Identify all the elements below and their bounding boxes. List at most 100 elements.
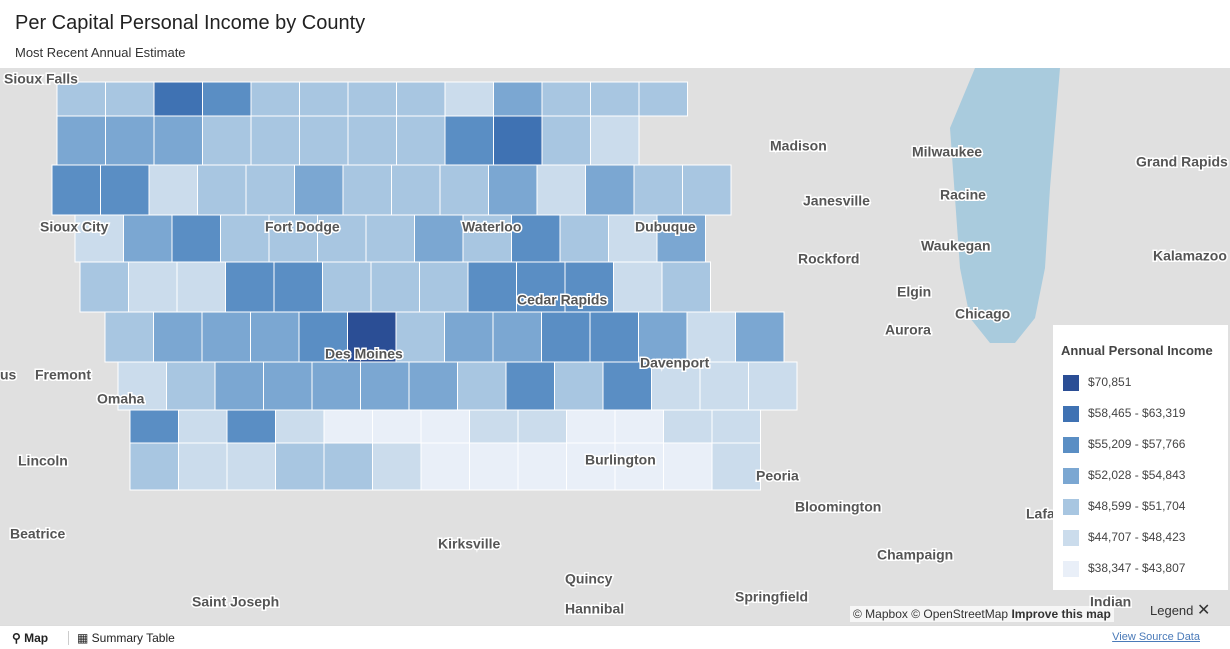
county [178, 409, 228, 444]
county [420, 442, 470, 491]
county [396, 115, 446, 166]
place-label: Fort Dodge [265, 219, 340, 235]
place-label: Waterloo [462, 219, 521, 235]
legend-item: $44,707 - $48,423 [1063, 530, 1185, 546]
county [638, 81, 688, 117]
improve-map[interactable]: Improve this map [1011, 607, 1111, 621]
county [56, 115, 106, 166]
place-label: Omaha [97, 391, 145, 407]
place-label: us [0, 367, 17, 383]
county [51, 164, 101, 216]
county [541, 81, 591, 117]
county [585, 164, 635, 216]
footer: ⚲ Map ▦ Summary Table View Source Data [0, 625, 1230, 649]
place-label: Bloomington [795, 499, 881, 515]
lake-michigan [950, 68, 1060, 343]
place-label: Sioux Falls [4, 71, 78, 87]
table-tab[interactable]: ▦ Summary Table [68, 631, 175, 645]
legend-item: $70,851 [1063, 375, 1131, 391]
county [201, 311, 251, 363]
county [395, 311, 445, 363]
county [661, 261, 711, 313]
county [444, 311, 494, 363]
osm[interactable]: © OpenStreetMap [911, 607, 1009, 621]
attribution: © Mapbox © OpenStreetMap Improve this ma… [850, 606, 1114, 622]
title: Per Capital Personal Income by County [15, 12, 366, 34]
county [148, 164, 198, 216]
county [488, 164, 538, 216]
county [493, 81, 543, 117]
legend-label: $48,599 - $51,704 [1088, 499, 1186, 514]
place-label: Lafa [1026, 506, 1055, 522]
county [129, 409, 179, 444]
county [419, 261, 469, 313]
map: Sioux Falls Sioux City Fort Dodge Waterloo D… [0, 68, 1230, 625]
county [365, 214, 415, 263]
county [214, 361, 264, 411]
header: Per Capital Personal Income by County Mo… [0, 0, 1230, 69]
mapbox[interactable]: © Mapbox [853, 607, 908, 621]
county [178, 442, 228, 491]
place-label: Janesville [803, 193, 870, 209]
legend-swatch [1063, 468, 1079, 484]
county [372, 442, 422, 491]
county [457, 361, 507, 411]
legend-swatch [1063, 437, 1079, 453]
county [444, 115, 494, 166]
map-tab-label: Map [24, 631, 49, 645]
county [171, 214, 221, 263]
map-tab[interactable]: ⚲ Map [12, 631, 49, 645]
county [202, 81, 252, 117]
place-label: Madison [770, 138, 827, 154]
place-label: Springfield [735, 589, 808, 605]
county [299, 115, 349, 166]
county [128, 261, 178, 313]
county [735, 311, 785, 363]
county [613, 261, 663, 313]
county [469, 409, 519, 444]
legend-toggle-label: Legend [1150, 603, 1194, 618]
place-label: Kirksville [438, 536, 500, 552]
county [299, 81, 349, 117]
source-link[interactable]: View Source Data [1112, 631, 1200, 643]
place-label: Chicago [955, 306, 1010, 322]
county [656, 214, 706, 263]
county [711, 409, 761, 444]
place-label: Aurora [885, 322, 931, 338]
county [536, 164, 586, 216]
county [298, 311, 348, 363]
county [505, 361, 555, 411]
county [100, 164, 150, 216]
place-label: Fremont [35, 367, 91, 383]
county [129, 442, 179, 491]
county [711, 442, 761, 491]
county [566, 442, 616, 491]
county [590, 115, 640, 166]
legend-label: $52,028 - $54,843 [1088, 468, 1186, 483]
county [370, 261, 420, 313]
county [699, 361, 749, 411]
legend-label: $38,347 - $43,807 [1088, 561, 1186, 576]
county [250, 115, 300, 166]
legend-item: $48,599 - $51,704 [1063, 499, 1185, 515]
legend-label: $58,465 - $63,319 [1088, 406, 1186, 421]
legend-toggle[interactable]: Legend ✕ [1150, 602, 1211, 619]
county [323, 409, 373, 444]
place-label: Rockford [798, 251, 859, 267]
county [226, 409, 276, 444]
place-label: Sioux City [40, 219, 109, 235]
place-label: Beatrice [10, 526, 65, 542]
county [347, 115, 397, 166]
county [516, 261, 566, 313]
county [347, 81, 397, 117]
county [469, 442, 519, 491]
county [408, 361, 458, 411]
legend-swatch [1063, 499, 1079, 515]
county [444, 81, 494, 117]
place-label: Cedar Rapids [517, 292, 607, 308]
county [360, 361, 410, 411]
county [245, 164, 295, 216]
legend-item: $52,028 - $54,843 [1063, 468, 1185, 484]
legend-swatch [1063, 561, 1079, 577]
